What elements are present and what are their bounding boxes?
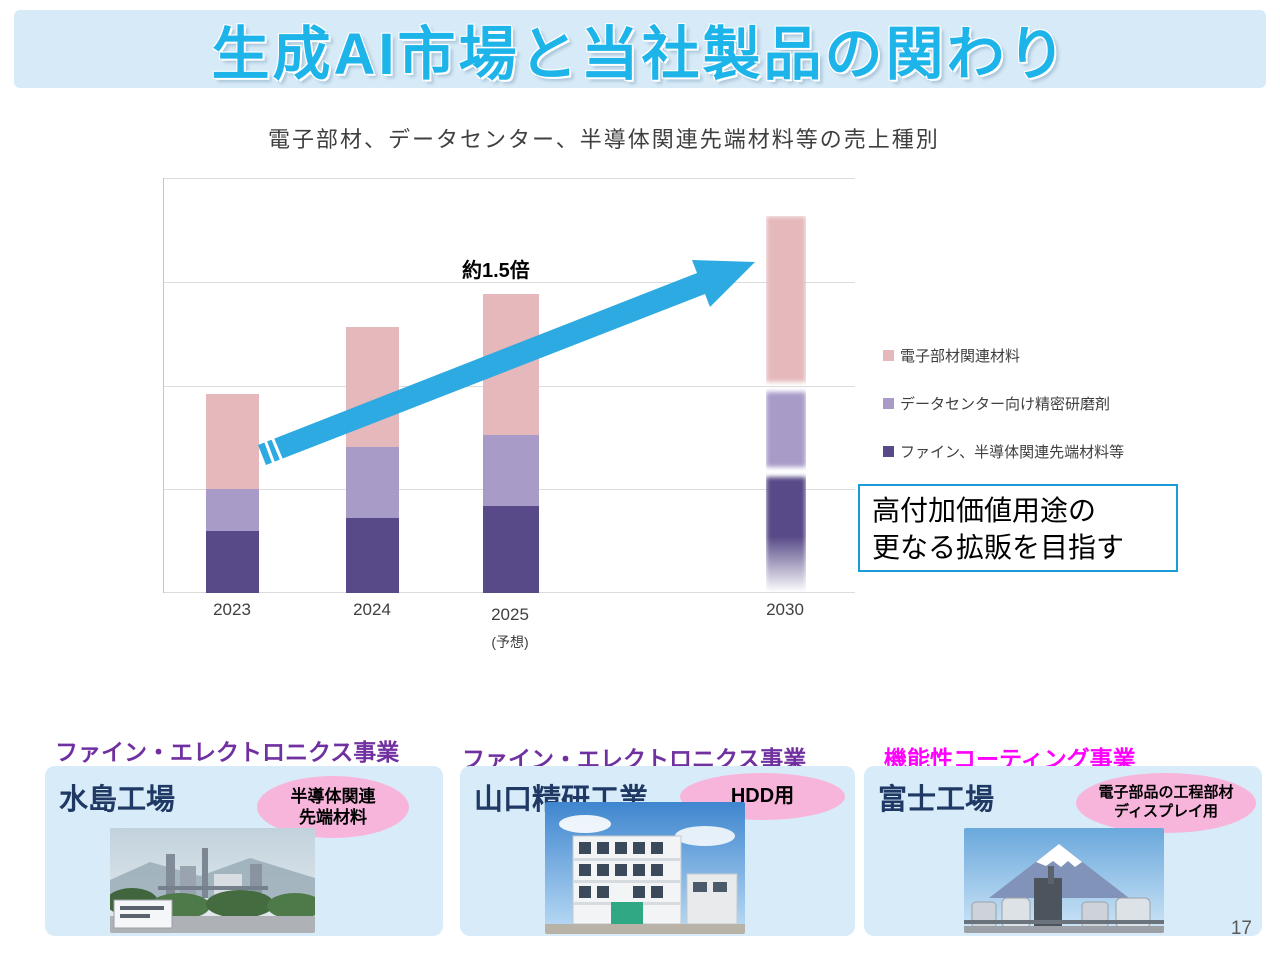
bar-segment xyxy=(766,477,806,593)
legend-swatch-pink xyxy=(883,350,894,361)
badge-line: 電子部品の工程部材 xyxy=(1098,784,1234,802)
fuji-plant-photo xyxy=(964,828,1164,933)
arrow-annotation: 約1.5倍 xyxy=(462,260,530,282)
legend-swatch-lightpurple xyxy=(883,398,894,409)
gridline xyxy=(164,178,855,179)
slide-title: 生成AI市場と当社製品の関わり xyxy=(211,22,1069,87)
chart-subtitle: 電子部材、データセンター、半導体関連先端材料等の売上種別 xyxy=(268,127,940,152)
page-number: 17 xyxy=(1230,918,1252,939)
bar-2024 xyxy=(346,327,399,593)
bar-2025 xyxy=(483,294,539,593)
bar-segment xyxy=(483,435,539,506)
bar-segment xyxy=(206,489,259,531)
legend-item-electronics: 電子部材関連材料 xyxy=(883,345,1124,366)
badge-semiconductor-materials: 半導体関連 先端材料 xyxy=(257,776,409,838)
badge-line: ディスプレイ用 xyxy=(1114,803,1218,820)
bar-segment xyxy=(766,392,806,467)
badge-line: HDD用 xyxy=(730,785,795,807)
bar-segment xyxy=(483,506,539,593)
callout-line2: 更なる拡販を目指す xyxy=(872,532,1125,564)
mizushima-plant-photo xyxy=(110,828,315,933)
bar-segment xyxy=(346,327,399,447)
legend-item-datacenter: データセンター向け精密研磨剤 xyxy=(883,393,1124,414)
legend-item-fine: ファイン、半導体関連先端材料等 xyxy=(883,441,1124,462)
bar-2023 xyxy=(206,394,259,593)
chart-plot-area xyxy=(163,178,855,593)
badge-electronic-components: 電子部品の工程部材 ディスプレイ用 xyxy=(1076,773,1256,833)
card-fuji: 富士工場 電子部品の工程部材 ディスプレイ用 xyxy=(864,766,1262,936)
site-name-mizushima: 水島工場 xyxy=(59,784,176,816)
target-callout: 高付加価値用途の 更なる拡販を目指す xyxy=(858,484,1178,572)
legend-label: 電子部材関連材料 xyxy=(900,348,1021,365)
bar-segment xyxy=(346,518,399,593)
yamaguchi-seiken-building-photo xyxy=(545,802,745,934)
card-yamaguchi-seiken: 山口精研工業 HDD用 xyxy=(460,766,855,936)
legend-swatch-darkpurple xyxy=(883,446,894,457)
legend-label: ファイン、半導体関連先端材料等 xyxy=(900,444,1125,461)
badge-line: 半導体関連 xyxy=(290,786,376,806)
slide-title-bar: 生成AI市場と当社製品の関わり xyxy=(14,10,1266,88)
x-label-2024: 2024 xyxy=(353,600,391,619)
site-name-fuji: 富士工場 xyxy=(878,784,995,816)
x-label-2023: 2023 xyxy=(213,600,251,619)
bar-segment xyxy=(206,394,259,489)
mizushima-plant-photo-svg xyxy=(110,828,315,933)
bar-segment xyxy=(483,294,539,435)
card-mizushima: 水島工場 半導体関連 先端材料 xyxy=(45,766,443,936)
business-label-fine-electronics-1: ファイン・エレクトロニクス事業 xyxy=(55,739,400,765)
chart-legend: 電子部材関連材料 データセンター向け精密研磨剤 ファイン、半導体関連先端材料等 xyxy=(883,345,1124,489)
yamaguchi-building-photo-svg xyxy=(545,802,745,934)
x-label-forecast-note: (予想) xyxy=(491,634,529,650)
x-label-2030: 2030 xyxy=(766,600,804,619)
badge-line: 先端材料 xyxy=(299,808,367,827)
callout-line1: 高付加価値用途の xyxy=(872,495,1097,526)
bar-segment xyxy=(766,216,806,382)
bar-segment xyxy=(206,531,259,593)
x-label-2025: 2025 xyxy=(491,605,529,624)
legend-label: データセンター向け精密研磨剤 xyxy=(900,396,1111,413)
fuji-plant-photo-svg xyxy=(964,828,1164,933)
bar-2030 xyxy=(766,216,806,593)
bar-segment xyxy=(346,447,399,518)
